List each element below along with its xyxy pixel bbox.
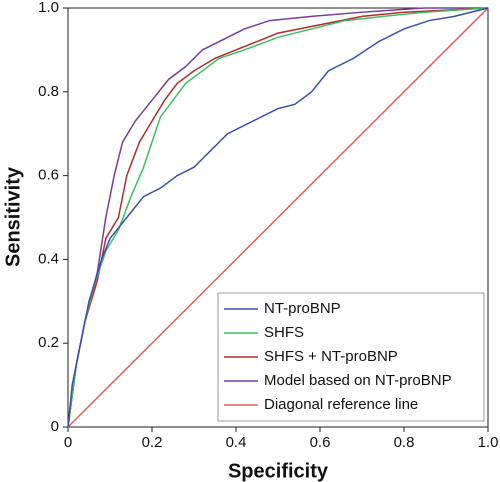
y-tick-label: 0.4 [38, 250, 59, 267]
legend-label: NT-proBNP [264, 300, 341, 317]
roc-curve [67, 7, 489, 428]
roc-curve [67, 7, 489, 428]
y-axis-title: Sensitivity [2, 166, 24, 267]
x-axis-title: Specificity [228, 460, 329, 482]
plot-frame [67, 7, 489, 428]
legend-label: SHFS [264, 324, 304, 341]
y-tick-label: 0 [51, 418, 59, 435]
roc-curve [67, 7, 489, 428]
legend-label: Model based on NT-proBNP [264, 372, 452, 389]
y-tick-label: 0.6 [38, 167, 59, 184]
x-tick-label: 1.0 [478, 434, 499, 451]
x-tick-label: 0.2 [142, 434, 163, 451]
legend-label: SHFS + NT-proBNP [264, 348, 398, 365]
x-tick-label: 0.6 [310, 434, 331, 451]
x-tick-label: 0.4 [226, 434, 247, 451]
y-tick-label: 0.8 [38, 83, 59, 100]
legend-box [217, 292, 485, 422]
x-tick-label: 0 [64, 434, 72, 451]
x-tick-label: 0.8 [394, 434, 415, 451]
y-tick-label: 0.2 [38, 334, 59, 351]
y-tick-label: 1.0 [38, 0, 59, 16]
legend-label: Diagonal reference line [264, 396, 418, 413]
